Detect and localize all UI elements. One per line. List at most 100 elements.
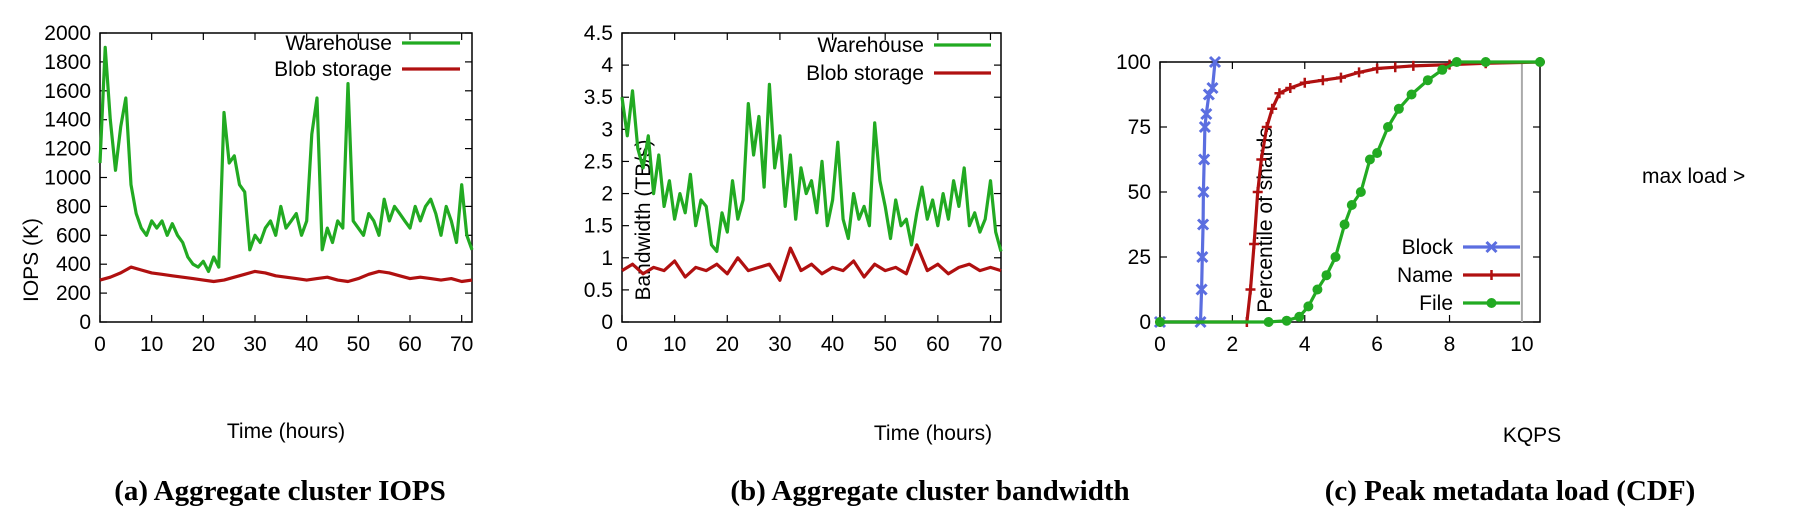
chart-c-xtick-label-2: 4 <box>1299 333 1311 356</box>
chart-a-ytick-label-9: 1800 <box>44 51 91 74</box>
chart-c-series-name-point-15 <box>1390 62 1401 73</box>
chart-a-ytick-label-7: 1400 <box>44 109 91 132</box>
chart-a-iops: IOPS (K) Time (hours) (a) Aggregate clus… <box>20 22 474 507</box>
chart-c-series-file-point-1 <box>1263 317 1274 327</box>
chart-c-series-name-point-3 <box>1249 239 1260 249</box>
chart-b-xtick-label-4: 40 <box>821 333 844 356</box>
chart-c-series-name-point-10 <box>1299 77 1310 88</box>
chart-c-series-file-point-20 <box>1535 57 1545 67</box>
chart-c-series-block-point-8 <box>1200 107 1213 121</box>
chart-b-xtick-label-5: 50 <box>874 333 897 356</box>
chart-c-ytick-label-1: 25 <box>1128 246 1151 269</box>
chart-c-series-block-point-7 <box>1198 120 1211 134</box>
chart-b-ylabel: Bandwidth (TB/s) <box>632 139 655 300</box>
chart-c-caption: (c) Peak metadata load (CDF) <box>1325 475 1695 507</box>
chart-a-series-warehouse-line <box>98 45 474 273</box>
chart-c-series-file-point-17 <box>1437 64 1448 75</box>
chart-a-ytick-label-4: 800 <box>56 195 91 218</box>
chart-c-series-file-point-9 <box>1346 200 1357 210</box>
chart-c-ytick-label-0: 0 <box>1139 311 1151 334</box>
chart-b-series-warehouse-line <box>620 82 1003 253</box>
chart-c-series-block-point-6 <box>1198 153 1211 166</box>
chart-b-ytick-label-1: 0.5 <box>584 279 613 302</box>
chart-b-ytick-label-6: 3 <box>601 118 613 141</box>
chart-c-legend-label-file: File <box>1419 292 1453 315</box>
chart-c-frame <box>1159 61 1541 323</box>
chart-b-ytick-label-3: 1.5 <box>584 215 613 238</box>
chart-c-xtick-label-5: 10 <box>1510 333 1533 356</box>
chart-a-caption: (a) Aggregate cluster IOPS <box>114 475 446 507</box>
chart-c-series-name-point-12 <box>1335 72 1346 83</box>
chart-b-xtick-label-0: 0 <box>616 333 628 356</box>
chart-c-series-file-point-19 <box>1480 57 1491 67</box>
chart-c-xlabel: KQPS <box>1503 424 1561 447</box>
chart-a-ytick-label-1: 200 <box>56 282 91 305</box>
chart-a-legend-label-blob: Blob storage <box>274 58 392 81</box>
chart-c-ytick-label-4: 100 <box>1116 51 1151 74</box>
chart-c-series-name-point-2 <box>1245 284 1256 295</box>
chart-b-ytick-label-4: 2 <box>601 183 613 206</box>
chart-c-series-file-point-18 <box>1451 57 1462 67</box>
chart-c-legend-marker-file <box>1486 298 1497 308</box>
chart-c-legend-label-name: Name <box>1397 264 1453 287</box>
chart-c-series-name-point-4 <box>1252 187 1263 197</box>
chart-c-xtick-label-3: 6 <box>1371 333 1383 356</box>
chart-a-ytick-label-6: 1200 <box>44 138 91 161</box>
chart-b-bandwidth: Bandwidth (TB/s) Time (hours) (b) Aggreg… <box>584 22 1130 507</box>
chart-c-series-name-point-8 <box>1274 88 1285 99</box>
chart-c-xtick-label-4: 8 <box>1444 333 1456 356</box>
chart-c-series-file-point-16 <box>1422 75 1433 86</box>
chart-c-series-file-point-10 <box>1355 187 1366 197</box>
chart-c-series-file-point-0 <box>1155 317 1165 327</box>
chart-a-ytick-label-2: 400 <box>56 253 91 276</box>
chart-c-series-name-point-16 <box>1408 60 1419 71</box>
chart-a-xtick-label-0: 0 <box>94 333 106 356</box>
chart-c-xtick-label-0: 0 <box>1154 333 1166 356</box>
chart-c-series-block-point-11 <box>1208 55 1222 69</box>
chart-a-legend-label-warehouse: Warehouse <box>285 32 392 55</box>
chart-c-series-name-point-11 <box>1317 75 1328 86</box>
chart-c-series-file-point-5 <box>1312 284 1323 295</box>
chart-c-series-name-point-6 <box>1261 122 1272 132</box>
chart-a-xlabel: Time (hours) <box>227 420 345 443</box>
chart-b-ytick-label-8: 4 <box>601 54 613 77</box>
chart-a-xtick-label-1: 10 <box>140 333 163 356</box>
chart-a-xtick-label-5: 50 <box>347 333 370 356</box>
chart-a-xtick-label-7: 70 <box>450 333 473 356</box>
chart-a-xtick-label-6: 60 <box>398 333 421 356</box>
chart-c-series-name-point-7 <box>1267 103 1278 114</box>
chart-a-ylabel: IOPS (K) <box>20 218 43 302</box>
chart-b-legend-label-blob: Blob storage <box>806 62 924 85</box>
chart-b-ytick-label-7: 3.5 <box>584 86 613 109</box>
chart-b-frame <box>621 32 1002 323</box>
chart-b-ytick-label-0: 0 <box>601 311 613 334</box>
chart-c-ylabel: Percentile of shards <box>1254 127 1277 313</box>
chart-c-legend-label-block: Block <box>1402 236 1454 259</box>
chart-a-ytick-label-0: 0 <box>79 311 91 334</box>
chart-a-ytick-label-8: 1600 <box>44 80 91 103</box>
chart-c-series-name-point-13 <box>1354 67 1365 78</box>
chart-c-series-name-line <box>1160 60 1541 324</box>
chart-a-series-blob-line <box>99 265 473 284</box>
chart-b-legend-label-warehouse: Warehouse <box>817 34 924 57</box>
chart-c-legend-marker-name <box>1486 270 1497 280</box>
chart-c-series-block-point-3 <box>1196 250 1209 264</box>
chart-c-ytick-label-3: 75 <box>1128 116 1151 139</box>
chart-c-legend-marker-block <box>1485 240 1498 254</box>
chart-c-series-file-point-14 <box>1393 103 1404 114</box>
chart-c-series-file-point-13 <box>1383 122 1393 132</box>
chart-c-series-block-point-2 <box>1195 283 1208 296</box>
chart-c-series-name-point-14 <box>1372 63 1383 74</box>
chart-c-series-file-point-8 <box>1339 219 1350 230</box>
chart-c-xtick-label-1: 2 <box>1227 333 1239 356</box>
chart-c-series-name-point-5 <box>1256 154 1267 165</box>
chart-b-xtick-label-3: 30 <box>768 333 791 356</box>
chart-b-xlabel: Time (hours) <box>874 422 992 445</box>
chart-c-series-block-point-5 <box>1197 185 1210 199</box>
chart-c-series-file-point-15 <box>1406 89 1417 100</box>
chart-b-xtick-label-1: 10 <box>663 333 686 356</box>
chart-c-ytick-label-2: 50 <box>1128 181 1151 204</box>
chart-b-ytick-label-2: 1 <box>601 247 613 270</box>
chart-b-caption: (b) Aggregate cluster bandwidth <box>730 475 1129 507</box>
chart-c-series-file-point-11 <box>1364 154 1375 165</box>
